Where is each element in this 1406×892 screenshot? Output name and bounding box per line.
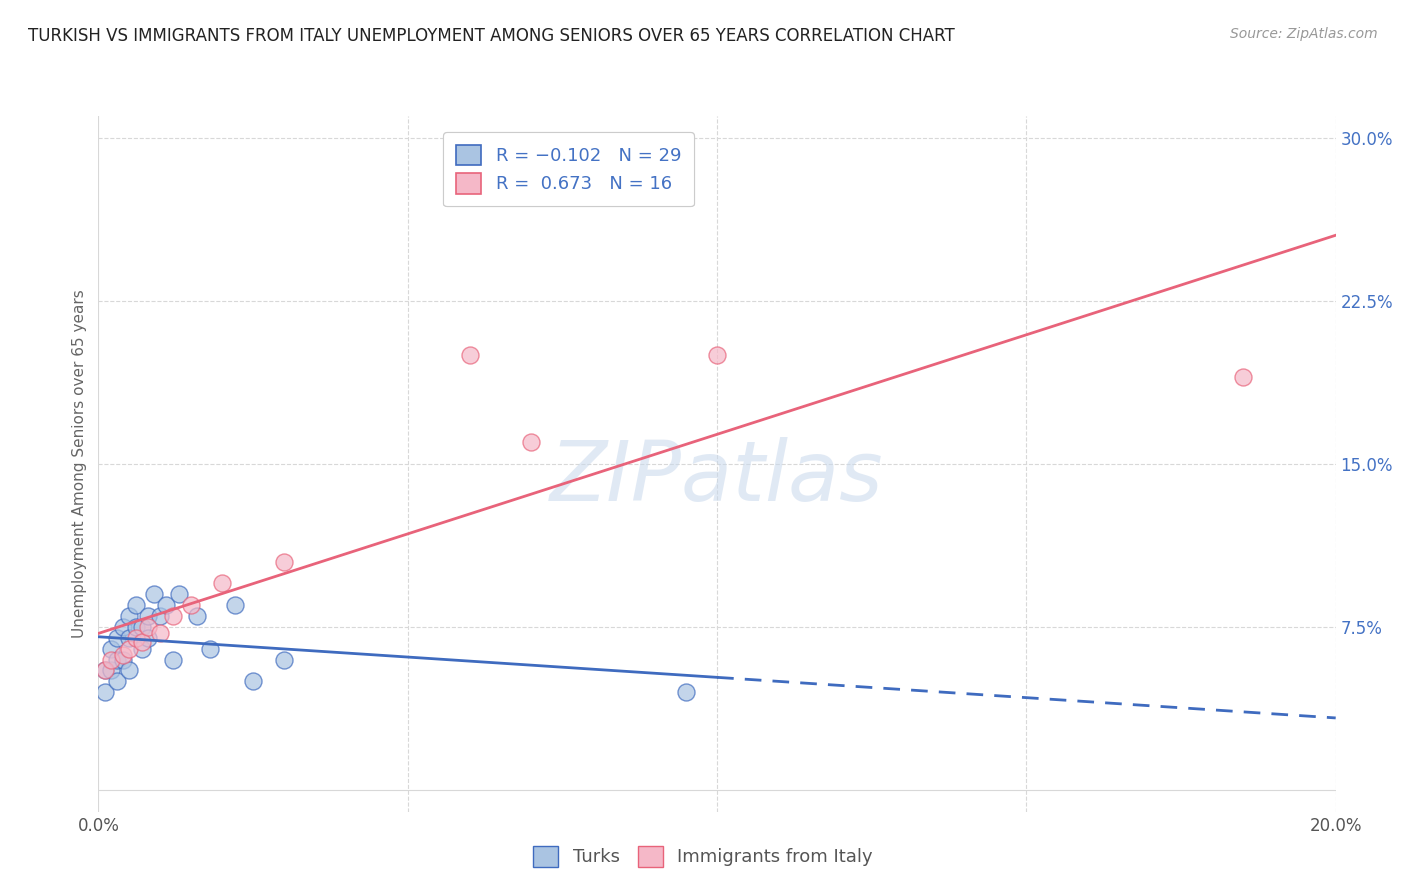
Point bbox=[112, 648, 135, 662]
Point bbox=[242, 674, 264, 689]
Point bbox=[118, 631, 141, 645]
Point bbox=[93, 664, 115, 678]
Point bbox=[136, 620, 159, 634]
Point bbox=[167, 587, 190, 601]
Point bbox=[675, 685, 697, 699]
Point bbox=[136, 609, 159, 624]
Point bbox=[112, 620, 135, 634]
Point bbox=[131, 641, 153, 656]
Text: ZIPatlas: ZIPatlas bbox=[550, 437, 884, 518]
Legend: Turks, Immigrants from Italy: Turks, Immigrants from Italy bbox=[526, 838, 880, 874]
Point bbox=[149, 609, 172, 624]
Point bbox=[118, 664, 141, 678]
Point bbox=[273, 652, 295, 666]
Point bbox=[211, 576, 233, 591]
Point bbox=[198, 641, 221, 656]
Text: TURKISH VS IMMIGRANTS FROM ITALY UNEMPLOYMENT AMONG SENIORS OVER 65 YEARS CORREL: TURKISH VS IMMIGRANTS FROM ITALY UNEMPLO… bbox=[28, 27, 955, 45]
Text: Source: ZipAtlas.com: Source: ZipAtlas.com bbox=[1230, 27, 1378, 41]
Point bbox=[105, 631, 128, 645]
Point bbox=[155, 598, 177, 612]
Point bbox=[706, 348, 728, 362]
Point bbox=[458, 348, 481, 362]
Point bbox=[118, 641, 141, 656]
Point bbox=[100, 664, 122, 678]
Point bbox=[124, 598, 146, 612]
Point bbox=[118, 609, 141, 624]
Point bbox=[149, 626, 172, 640]
Point bbox=[131, 620, 153, 634]
Point bbox=[1232, 369, 1254, 384]
Point bbox=[136, 631, 159, 645]
Point bbox=[100, 652, 122, 666]
Point bbox=[124, 620, 146, 634]
Point bbox=[162, 609, 184, 624]
Point bbox=[93, 664, 115, 678]
Point bbox=[224, 598, 246, 612]
Point bbox=[520, 435, 543, 450]
Point bbox=[105, 674, 128, 689]
Point bbox=[162, 652, 184, 666]
Legend: R = −0.102   N = 29, R =  0.673   N = 16: R = −0.102 N = 29, R = 0.673 N = 16 bbox=[443, 132, 693, 206]
Point bbox=[273, 555, 295, 569]
Point bbox=[180, 598, 202, 612]
Y-axis label: Unemployment Among Seniors over 65 years: Unemployment Among Seniors over 65 years bbox=[72, 290, 87, 638]
Point bbox=[93, 685, 115, 699]
Point bbox=[186, 609, 208, 624]
Point bbox=[143, 587, 166, 601]
Point bbox=[105, 652, 128, 666]
Point bbox=[131, 635, 153, 649]
Point bbox=[124, 631, 146, 645]
Point bbox=[100, 641, 122, 656]
Point bbox=[112, 652, 135, 666]
